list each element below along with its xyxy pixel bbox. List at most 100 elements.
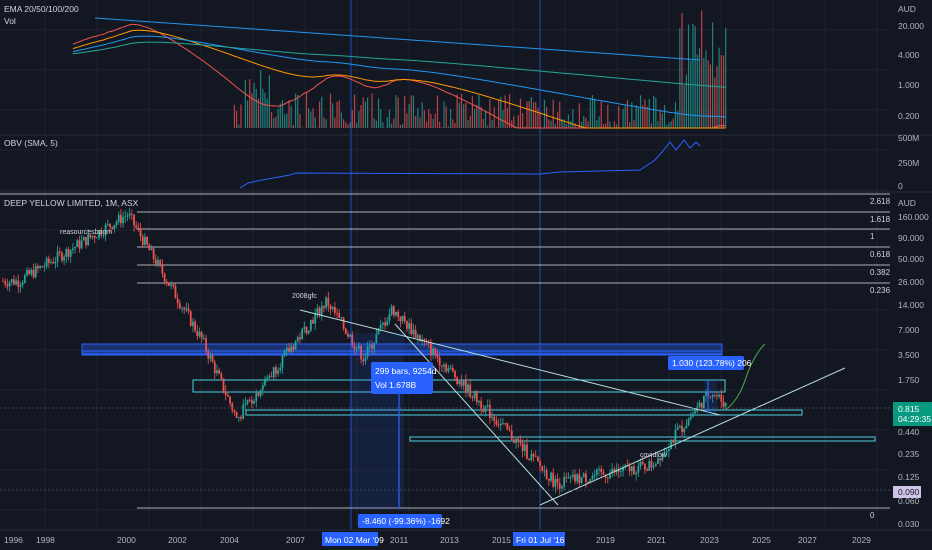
candle-body	[644, 463, 646, 470]
price-pane[interactable]: 2.618 1.618 1 0.618 0.382 0.236 0 DEEP YELLOW …	[0, 193, 891, 528]
volume-bar	[563, 119, 565, 128]
volume-bar	[447, 126, 449, 128]
volume-bar	[270, 112, 273, 128]
volume-bar	[266, 98, 268, 128]
candle-body	[200, 331, 203, 339]
candle-body	[128, 213, 131, 216]
candle-body	[609, 473, 611, 479]
ema-axis-tick: 4.000	[898, 50, 920, 60]
volume-bar	[238, 124, 240, 128]
volume-bar	[288, 100, 290, 128]
candle-body	[58, 251, 61, 253]
candle-body	[152, 248, 155, 260]
obv-pane[interactable]: OBV (SMA, 5)	[4, 138, 701, 189]
uptrend-line	[539, 367, 846, 506]
ema-pane[interactable]: EMA 20/50/100/200 Vol AUD	[4, 4, 916, 129]
candle-body	[185, 308, 188, 310]
volume-bar	[648, 98, 650, 128]
candle-body	[676, 427, 679, 430]
candle-body	[513, 439, 515, 443]
range-measure-box	[350, 333, 404, 509]
volume-bar	[698, 48, 701, 129]
volume-bar	[432, 119, 434, 128]
volume-bar	[469, 115, 471, 128]
ema-100-line	[72, 35, 726, 118]
volume-bar	[683, 85, 685, 128]
volume-bars	[233, 10, 727, 129]
candle-body	[460, 381, 463, 386]
candle-body	[484, 405, 487, 412]
candle-body	[386, 320, 389, 326]
candle-body	[478, 401, 480, 403]
volume-bar	[297, 94, 299, 128]
candle-body	[222, 378, 225, 392]
downtrend-line	[394, 323, 559, 506]
candle-body	[305, 327, 308, 334]
volume-bar	[367, 97, 369, 128]
candle-body	[362, 359, 365, 362]
candle-body	[702, 395, 705, 409]
candle-body	[93, 236, 96, 238]
candle-body	[379, 324, 382, 329]
candle-body	[357, 345, 360, 349]
volume-bar	[587, 121, 589, 128]
candle-body	[113, 224, 116, 230]
candle-body	[419, 335, 421, 342]
time-axis[interactable]: 1996 1998 2000 2002 2004 2007 2011 2013 2015 2019…	[0, 529, 932, 546]
volume-bar	[685, 74, 687, 128]
volume-bar	[511, 120, 513, 128]
candle-body	[327, 297, 330, 306]
candle-body	[89, 234, 92, 238]
candle-body	[416, 335, 419, 338]
candle-body	[604, 474, 607, 478]
candle-body	[170, 284, 173, 286]
volume-bar	[613, 121, 615, 128]
candle-body	[613, 468, 616, 473]
candle-body	[582, 473, 585, 478]
volume-bar	[428, 109, 430, 128]
candle-body	[231, 403, 234, 411]
volume-bar	[452, 119, 454, 128]
candle-body	[678, 425, 681, 428]
candle-body	[681, 425, 683, 433]
candle-body	[78, 240, 81, 249]
volume-bar	[570, 121, 572, 128]
volume-bar	[356, 122, 358, 128]
volume-bar	[443, 101, 445, 128]
fib-label: 1.618	[870, 215, 891, 224]
volume-bar	[316, 127, 318, 128]
volume-bar	[720, 55, 722, 129]
candle-body	[648, 460, 651, 471]
candle-body	[176, 298, 179, 304]
candle-body	[506, 423, 509, 430]
volume-bar	[233, 104, 236, 128]
candle-body	[499, 423, 502, 426]
volume-bar	[325, 119, 327, 128]
volume-bar	[502, 110, 504, 128]
candle-body	[377, 328, 380, 335]
candle-body	[475, 390, 478, 403]
price-axis[interactable]: AUD 20.000 4.000 1.000 0.200 500M 250M 0 160.00…	[893, 21, 932, 529]
volume-bar	[471, 96, 474, 128]
volume-bar	[358, 111, 360, 128]
projection-curve	[724, 343, 766, 411]
volume-bar	[653, 95, 655, 128]
volume-bar	[275, 116, 277, 128]
candle-body	[451, 367, 454, 372]
volume-bar	[321, 96, 323, 128]
volume-bar	[500, 96, 502, 128]
volume-bar	[530, 97, 532, 128]
ema-axis-tick: 0.200	[898, 111, 920, 121]
candle-body	[259, 389, 262, 396]
volume-bar	[696, 54, 698, 128]
candle-body	[100, 230, 103, 236]
volume-bar	[449, 108, 452, 128]
volume-bar	[594, 98, 596, 128]
candle-body	[253, 400, 255, 404]
volume-bar	[495, 127, 498, 128]
volume-bar	[430, 113, 432, 128]
candle-body	[504, 423, 507, 424]
candle-body	[340, 317, 343, 319]
